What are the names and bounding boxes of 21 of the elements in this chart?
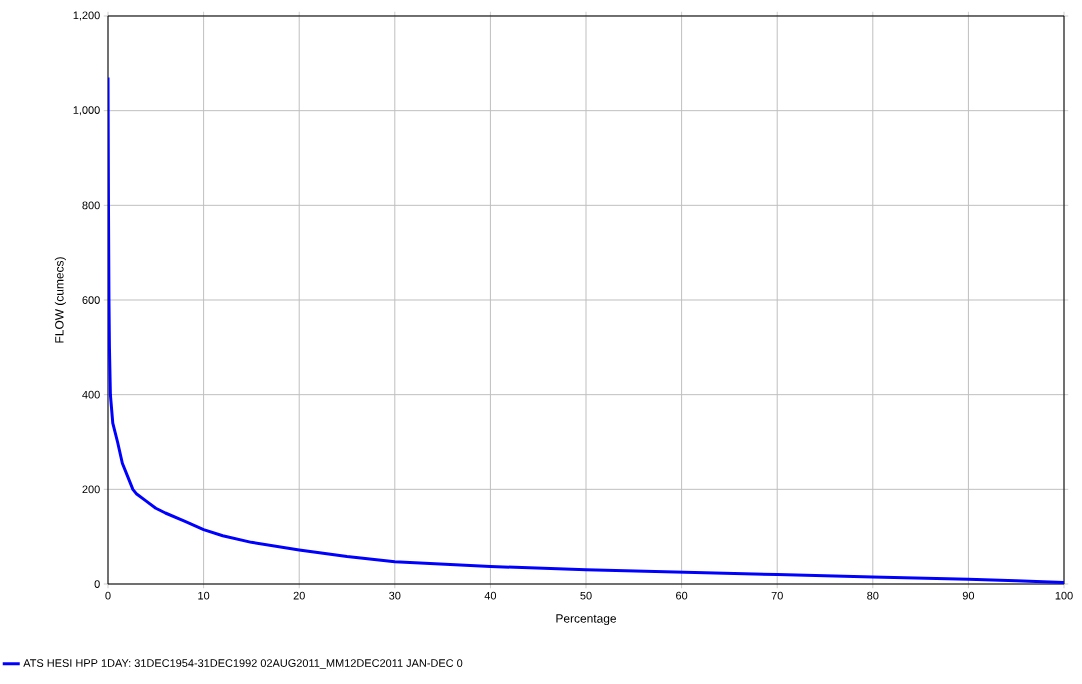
x-tick-label: 10 bbox=[198, 591, 210, 600]
y-axis-title: FLOW (cumecs) bbox=[54, 257, 66, 343]
x-tick-label: 40 bbox=[484, 591, 497, 600]
x-tick-label: 30 bbox=[389, 591, 401, 600]
x-tick-label: 90 bbox=[962, 591, 975, 600]
x-tick-label: 20 bbox=[293, 591, 305, 600]
x-tick-label: 50 bbox=[580, 591, 592, 600]
y-tick-label: 800 bbox=[82, 201, 100, 210]
y-tick-label: 0 bbox=[94, 580, 100, 588]
x-tick-label: 60 bbox=[676, 591, 688, 600]
x-tick-label: 0 bbox=[105, 591, 111, 600]
x-tick-label: 70 bbox=[771, 591, 783, 600]
legend-label: ATS HESI HPP 1DAY: 31DEC1954-31DEC1992 02AUG2011_MM12DEC2011 JAN-DEC 0 bbox=[23, 659, 463, 670]
x-tick-label: 80 bbox=[867, 591, 879, 600]
y-tick-label: 600 bbox=[82, 296, 100, 304]
y-tick-label: 1,200 bbox=[73, 11, 100, 21]
y-tick-label: 200 bbox=[82, 485, 100, 494]
y-tick-label: 1,000 bbox=[73, 106, 100, 116]
x-axis-title: Percentage bbox=[556, 614, 617, 626]
x-tick-label: 100 bbox=[1055, 591, 1073, 600]
y-tick-label: 400 bbox=[82, 390, 100, 399]
